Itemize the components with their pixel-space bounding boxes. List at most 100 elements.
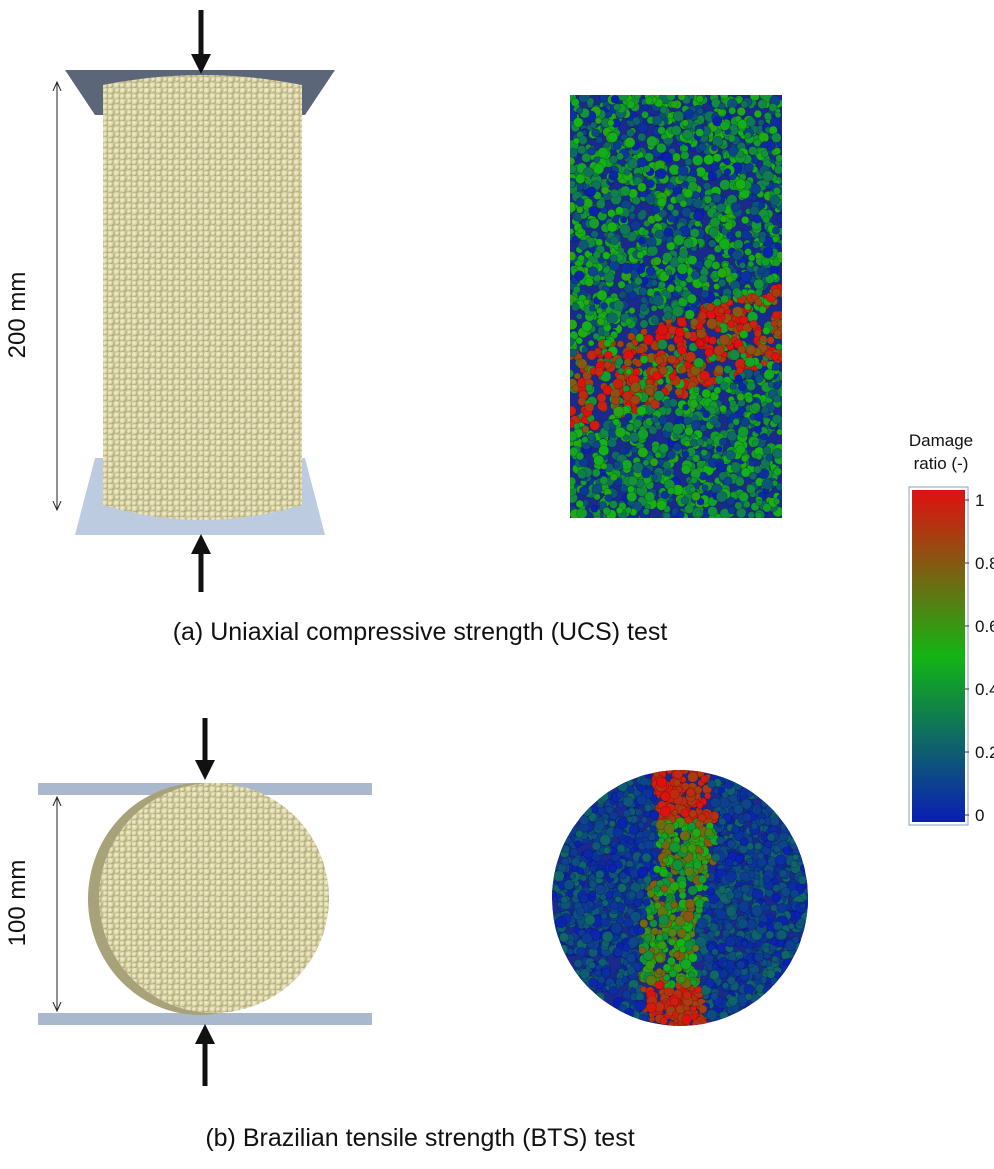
- tick-label: 0.4: [975, 680, 994, 699]
- colorbar-scale: [912, 490, 965, 822]
- particle: [576, 198, 585, 207]
- particle: [653, 295, 664, 306]
- particle: [683, 238, 693, 248]
- particle: [604, 339, 612, 347]
- particle: [631, 446, 638, 453]
- particle: [580, 894, 589, 903]
- particle: [729, 400, 736, 407]
- particle: [748, 512, 755, 519]
- particle: [589, 881, 597, 889]
- particle: [610, 248, 616, 254]
- particle: [569, 873, 575, 879]
- particle: [590, 865, 597, 872]
- particle: [725, 936, 736, 947]
- particle: [680, 831, 690, 841]
- particle: [754, 466, 762, 474]
- particle: [652, 371, 661, 380]
- particle: [647, 136, 658, 147]
- particle: [633, 419, 642, 428]
- particle: [771, 320, 778, 327]
- particle: [726, 232, 733, 239]
- particle: [703, 901, 710, 908]
- particle: [670, 997, 678, 1005]
- particle: [658, 837, 664, 843]
- particle: [681, 809, 690, 818]
- particle: [644, 934, 652, 942]
- particle: [727, 892, 735, 900]
- particle: [687, 789, 696, 798]
- particle: [698, 143, 706, 151]
- particle: [600, 835, 611, 846]
- particle: [592, 469, 600, 477]
- particle: [559, 933, 568, 942]
- particle: [639, 237, 646, 244]
- particle: [584, 849, 593, 858]
- particle: [615, 427, 626, 438]
- particle: [748, 146, 757, 155]
- particle: [646, 180, 655, 189]
- particle: [745, 132, 752, 139]
- particle: [705, 348, 713, 356]
- particle: [639, 1014, 648, 1023]
- particle: [735, 502, 743, 510]
- particle: [754, 279, 764, 289]
- particle: [628, 121, 634, 127]
- particle: [640, 919, 648, 927]
- particle: [742, 799, 752, 809]
- particle: [668, 344, 676, 352]
- particle: [715, 365, 724, 374]
- particle: [597, 318, 605, 326]
- particle: [716, 491, 727, 502]
- particle: [694, 220, 700, 226]
- particle: [670, 789, 680, 799]
- particle: [754, 973, 761, 980]
- particle: [616, 358, 624, 366]
- particle: [629, 213, 635, 219]
- particle: [740, 316, 749, 325]
- particle: [640, 777, 649, 786]
- particle: [748, 261, 754, 267]
- particle: [673, 769, 682, 778]
- particle: [758, 267, 765, 274]
- particle: [683, 911, 694, 922]
- particle: [737, 107, 746, 116]
- particle: [657, 339, 667, 349]
- particle: [602, 900, 608, 906]
- particle: [720, 405, 727, 412]
- particle: [607, 209, 615, 217]
- particle: [783, 847, 791, 855]
- particle: [601, 969, 610, 978]
- particle: [713, 154, 721, 162]
- particle: [738, 901, 749, 912]
- tick-label: 0.2: [975, 743, 994, 762]
- particle: [775, 855, 786, 866]
- particle: [746, 790, 753, 797]
- particle: [570, 848, 578, 856]
- particle: [601, 913, 608, 920]
- particle: [613, 419, 620, 426]
- particle: [595, 367, 604, 376]
- particle: [740, 330, 748, 338]
- particle: [608, 864, 617, 873]
- particle: [603, 267, 610, 274]
- particle: [707, 780, 715, 788]
- particle: [579, 92, 589, 102]
- particle: [755, 289, 763, 297]
- particle: [763, 446, 771, 454]
- particle: [764, 369, 775, 380]
- particle: [655, 230, 664, 239]
- particle: [771, 352, 779, 360]
- particle: [591, 505, 598, 512]
- particle: [724, 158, 731, 165]
- particle: [677, 317, 686, 326]
- particle: [567, 252, 576, 261]
- particle: [761, 141, 768, 148]
- particle: [672, 424, 683, 435]
- particle: [654, 886, 660, 892]
- particle: [741, 101, 748, 108]
- particle: [604, 351, 612, 359]
- particle: [567, 319, 577, 329]
- particle: [618, 1004, 626, 1012]
- particle: [677, 929, 686, 938]
- particle: [730, 383, 737, 390]
